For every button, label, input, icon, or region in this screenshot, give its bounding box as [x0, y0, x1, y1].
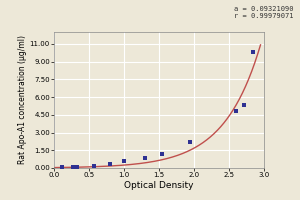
Point: [108, 162, 112, 165]
Point: [92, 164, 96, 167]
Point: [251, 51, 256, 54]
Point: [70, 165, 75, 169]
Point: [188, 140, 193, 144]
Point: [75, 165, 80, 168]
Point: [160, 152, 165, 155]
Point: [234, 110, 239, 113]
Point: [122, 160, 126, 163]
Y-axis label: Rat Apo-A1 concentration (μg/ml): Rat Apo-A1 concentration (μg/ml): [18, 36, 27, 164]
Text: a = 0.09321090
r = 0.99979071: a = 0.09321090 r = 0.99979071: [235, 6, 294, 19]
X-axis label: Optical Density: Optical Density: [124, 181, 194, 190]
Point: [60, 166, 65, 169]
Point: [142, 156, 147, 160]
Point: [242, 104, 247, 107]
